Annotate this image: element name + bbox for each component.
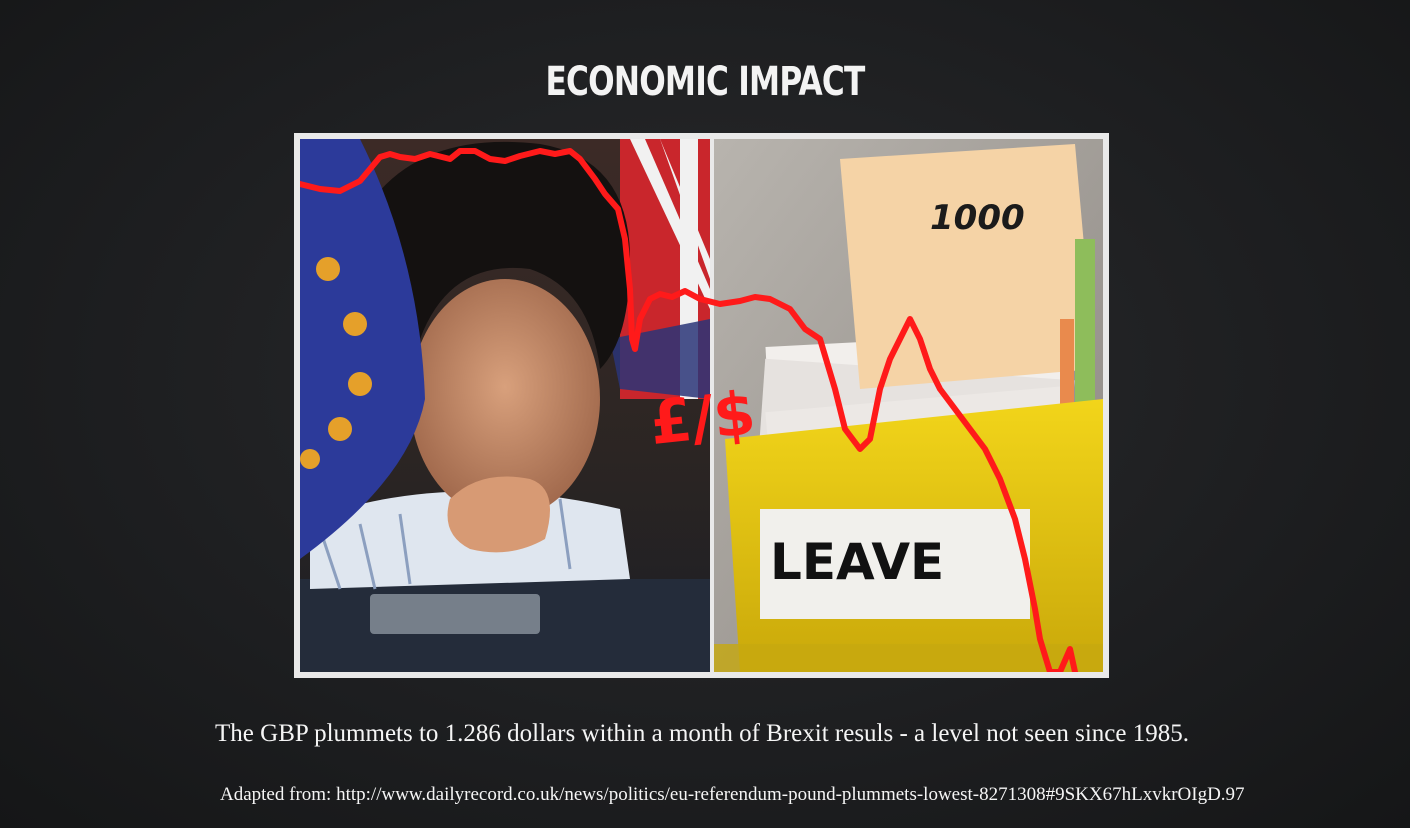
currency-label: £/$ [647, 378, 759, 459]
slide-caption: The GBP plummets to 1.286 dollars within… [215, 720, 1189, 747]
slide-title: ECONOMIC IMPACT [545, 59, 865, 105]
ballot-box-photo: 1000 LEAVE [714, 139, 1103, 672]
source-citation: Adapted from: http://www.dailyrecord.co.… [220, 784, 1245, 805]
folder-number: 1000 [930, 198, 1025, 238]
box-label: LEAVE [770, 533, 944, 591]
pound-dollar-crash-line [300, 148, 1078, 672]
brexit-pound-dollar-crash-photo-icon: 1000 LEAVE £/$ [300, 139, 1103, 672]
trader-photo [300, 139, 710, 672]
eu-flag-icon [300, 139, 425, 559]
slide-image-frame: 1000 LEAVE £/$ [294, 133, 1109, 678]
